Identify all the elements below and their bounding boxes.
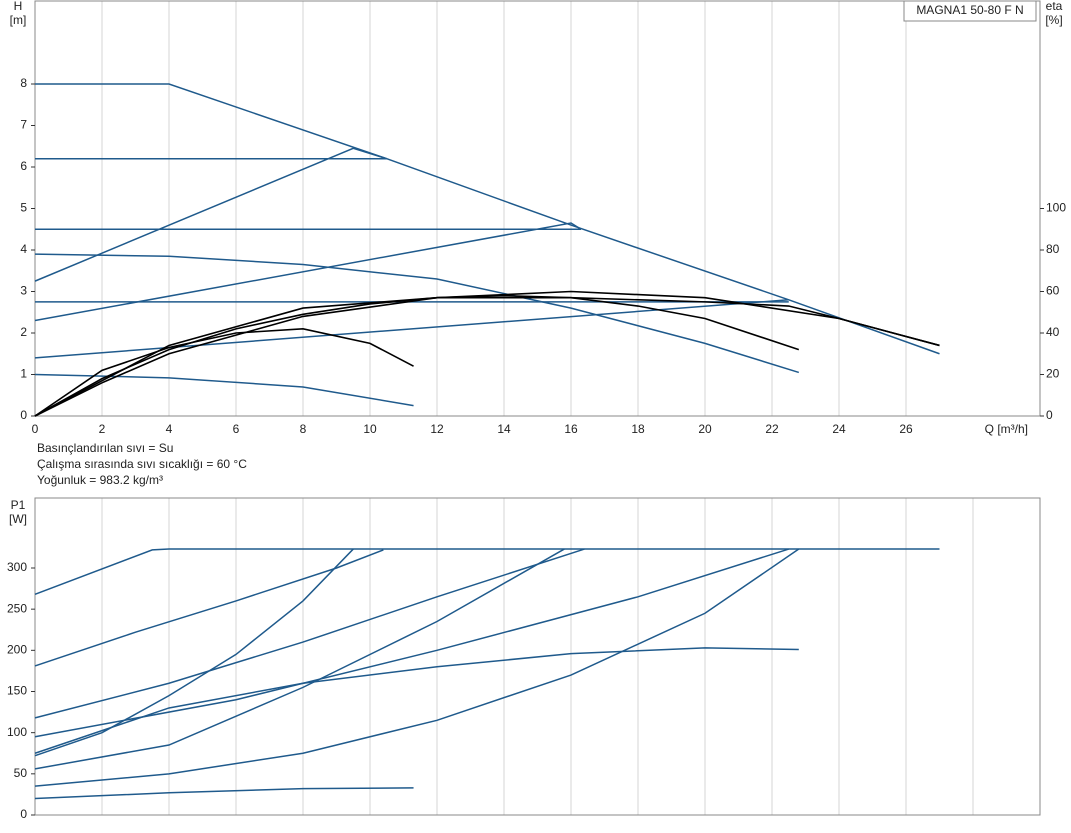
y-tick-label: 0	[20, 807, 27, 821]
curve	[34, 548, 354, 757]
curve	[34, 548, 940, 596]
y-tick-label: 250	[7, 601, 27, 615]
curve	[34, 373, 414, 407]
y2-axis-label: eta	[1046, 0, 1063, 13]
annotation: Basınçlandırılan sıvı = Su	[37, 441, 173, 455]
curve	[34, 222, 582, 322]
y-tick-label: 5	[20, 201, 27, 215]
y2-tick-label: 100	[1046, 201, 1066, 215]
x-tick-label: 20	[698, 422, 712, 436]
x-tick-label: 6	[233, 422, 240, 436]
y-axis-label: H	[14, 0, 23, 13]
y-tick-label: 4	[20, 242, 27, 256]
y-tick-label: 2	[20, 325, 27, 339]
curve	[34, 147, 387, 282]
y-axis-label: P1	[11, 498, 26, 512]
x-tick-label: 16	[564, 422, 578, 436]
y-tick-label: 1	[20, 367, 27, 381]
curve	[35, 83, 940, 355]
x-tick-label: 2	[99, 422, 106, 436]
curve	[34, 787, 414, 800]
y-tick-label: 150	[7, 684, 27, 698]
y-tick-label: 8	[20, 76, 27, 90]
y-axis-unit: [W]	[9, 512, 27, 526]
title-box	[903, 0, 1037, 22]
x-axis-label: Q [m³/h]	[985, 422, 1028, 436]
chart-title: MAGNA1 50-80 F N	[916, 3, 1023, 17]
y2-tick-label: 20	[1046, 367, 1060, 381]
x-tick-label: 18	[631, 422, 645, 436]
y-tick-label: 3	[20, 284, 27, 298]
annotation: Çalışma sırasında sıvı sıcaklığı = 60 °C	[37, 457, 247, 471]
curve	[34, 328, 414, 417]
y2-tick-label: 80	[1046, 242, 1060, 256]
y2-tick-label: 0	[1046, 408, 1053, 422]
x-tick-label: 14	[497, 422, 511, 436]
x-tick-label: 22	[765, 422, 779, 436]
y-tick-label: 100	[7, 725, 27, 739]
annotation: Yoğunluk = 983.2 kg/m³	[37, 473, 163, 487]
curve	[34, 299, 789, 359]
y2-tick-label: 40	[1046, 325, 1060, 339]
x-tick-label: 12	[430, 422, 444, 436]
curve	[34, 647, 799, 754]
curve	[34, 549, 384, 667]
x-tick-label: 4	[166, 422, 173, 436]
y-tick-label: 6	[20, 159, 27, 173]
y-tick-label: 50	[14, 766, 28, 780]
plot-frame	[34, 0, 1041, 417]
curve	[34, 548, 800, 787]
curve	[34, 548, 789, 738]
y-tick-label: 0	[20, 408, 27, 422]
curve	[34, 548, 565, 770]
x-tick-label: 0	[32, 422, 39, 436]
curve	[34, 253, 800, 374]
x-tick-label: 8	[300, 422, 307, 436]
x-tick-label: 10	[363, 422, 377, 436]
y2-tick-label: 60	[1046, 284, 1060, 298]
y-tick-label: 300	[7, 560, 27, 574]
x-tick-label: 26	[899, 422, 913, 436]
curve	[34, 296, 940, 417]
y2-axis-unit: [%]	[1045, 13, 1062, 27]
y-tick-label: 200	[7, 642, 27, 656]
y-axis-unit: [m]	[10, 13, 27, 27]
y-tick-label: 7	[20, 118, 27, 132]
plot-frame	[34, 497, 1041, 816]
x-tick-label: 24	[832, 422, 846, 436]
curve	[34, 548, 585, 719]
